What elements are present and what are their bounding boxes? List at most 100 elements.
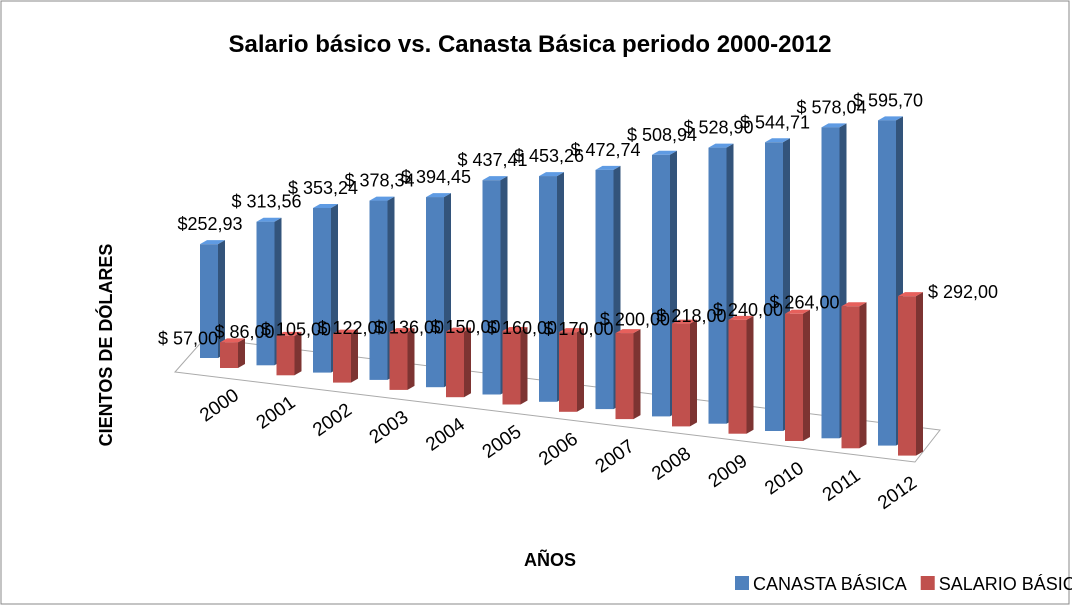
bar-front (313, 207, 331, 373)
bar-side (331, 203, 338, 373)
value-label: $ 313,56 (231, 192, 301, 212)
y-axis-label: CIENTOS DE DÓLARES (95, 244, 116, 447)
bar-top (672, 319, 697, 324)
bar-top (821, 123, 847, 128)
bar-side (274, 217, 282, 366)
value-label: $ 353,24 (288, 178, 358, 198)
bar-front (559, 332, 577, 412)
bar (559, 328, 584, 412)
bar-top (426, 193, 451, 198)
value-label: $ 394,45 (401, 167, 471, 187)
value-label: $ 578,04 (796, 97, 866, 117)
bar (333, 329, 358, 383)
bar-top (276, 331, 302, 336)
bar-front (615, 333, 634, 420)
bar-top (708, 143, 734, 148)
value-label: $ 528,90 (683, 118, 753, 138)
bar (446, 327, 471, 398)
bar (841, 302, 867, 449)
bar-top (728, 315, 754, 320)
value-label: $ 122,00 (317, 318, 387, 338)
bar-top (256, 217, 282, 222)
bar-front (369, 200, 388, 380)
bar-front (446, 331, 464, 398)
bar (200, 240, 225, 358)
chart-title: Salario básico vs. Canasta Básica period… (229, 31, 832, 58)
bar-front (482, 180, 501, 395)
bar-top (369, 196, 395, 201)
bar-side (690, 319, 697, 427)
bar-front (200, 244, 218, 358)
bar (313, 203, 338, 373)
value-label: $ 508,94 (627, 125, 697, 145)
legend-swatch (920, 576, 935, 590)
value-label: $ 218,00 (656, 306, 726, 326)
bar-front (539, 176, 557, 402)
bar-top (502, 327, 528, 331)
bar-front (672, 323, 690, 427)
legend-swatch (735, 576, 749, 590)
bar (595, 165, 621, 410)
bar-front (841, 306, 860, 449)
bar-side (746, 315, 754, 434)
bar-top (539, 172, 564, 177)
bar-top (482, 176, 508, 181)
x-axis-label: AÑOS (524, 549, 576, 570)
bar-side (407, 328, 415, 390)
value-label: $ 264,00 (769, 292, 839, 312)
bar (256, 217, 282, 366)
bar-side (916, 292, 923, 456)
value-label: $ 86,00 (214, 322, 274, 342)
value-label: $ 200,00 (600, 310, 670, 330)
bar-side (520, 327, 528, 405)
bar-front (502, 331, 521, 405)
value-label: $ 472,74 (570, 140, 640, 160)
bar-front (426, 197, 444, 388)
value-label: $ 595,70 (853, 90, 923, 110)
bar (389, 328, 415, 390)
bar-front (652, 154, 670, 417)
bar-top (220, 338, 245, 343)
value-label: $ 544,71 (740, 112, 810, 132)
bar-top (765, 138, 790, 143)
value-label: $ 160,00 (487, 318, 557, 338)
bar-top (785, 309, 810, 314)
bar-side (633, 329, 641, 420)
bar-front (878, 120, 896, 446)
bar-side (294, 331, 302, 376)
bar-side (218, 240, 225, 358)
bar-front (898, 296, 916, 456)
bar (898, 292, 923, 456)
bar-side (803, 309, 810, 441)
bar-side (859, 302, 867, 449)
legend-label: SALARIO BÁSICO (939, 574, 1072, 594)
bar-top (333, 329, 358, 334)
bar (539, 172, 564, 402)
bar-side (351, 329, 358, 383)
bar (502, 327, 528, 405)
value-label: $ 136,00 (374, 318, 444, 338)
bar (369, 196, 395, 380)
bar-top (446, 327, 471, 332)
bar-side (464, 327, 471, 398)
bar-top (313, 203, 338, 208)
bar-front (276, 335, 295, 376)
legend-label: CANASTA BÁSICA (753, 574, 907, 594)
bar-front (256, 221, 275, 366)
value-label: $ 292,00 (928, 282, 998, 302)
bar (220, 338, 245, 368)
bar-front (708, 147, 727, 424)
bar (728, 315, 754, 434)
value-label: $ 437,41 (457, 150, 527, 170)
bar-front (821, 127, 840, 439)
bar (615, 329, 641, 420)
value-label: $ 453,26 (514, 146, 584, 166)
value-label: $ 150,00 (430, 317, 500, 337)
bar-top (595, 165, 621, 170)
bar-side (238, 338, 245, 368)
bar (785, 309, 810, 441)
bar-front (389, 332, 408, 390)
bar-top (878, 116, 903, 121)
bar-front (765, 142, 783, 431)
bar (672, 319, 697, 427)
